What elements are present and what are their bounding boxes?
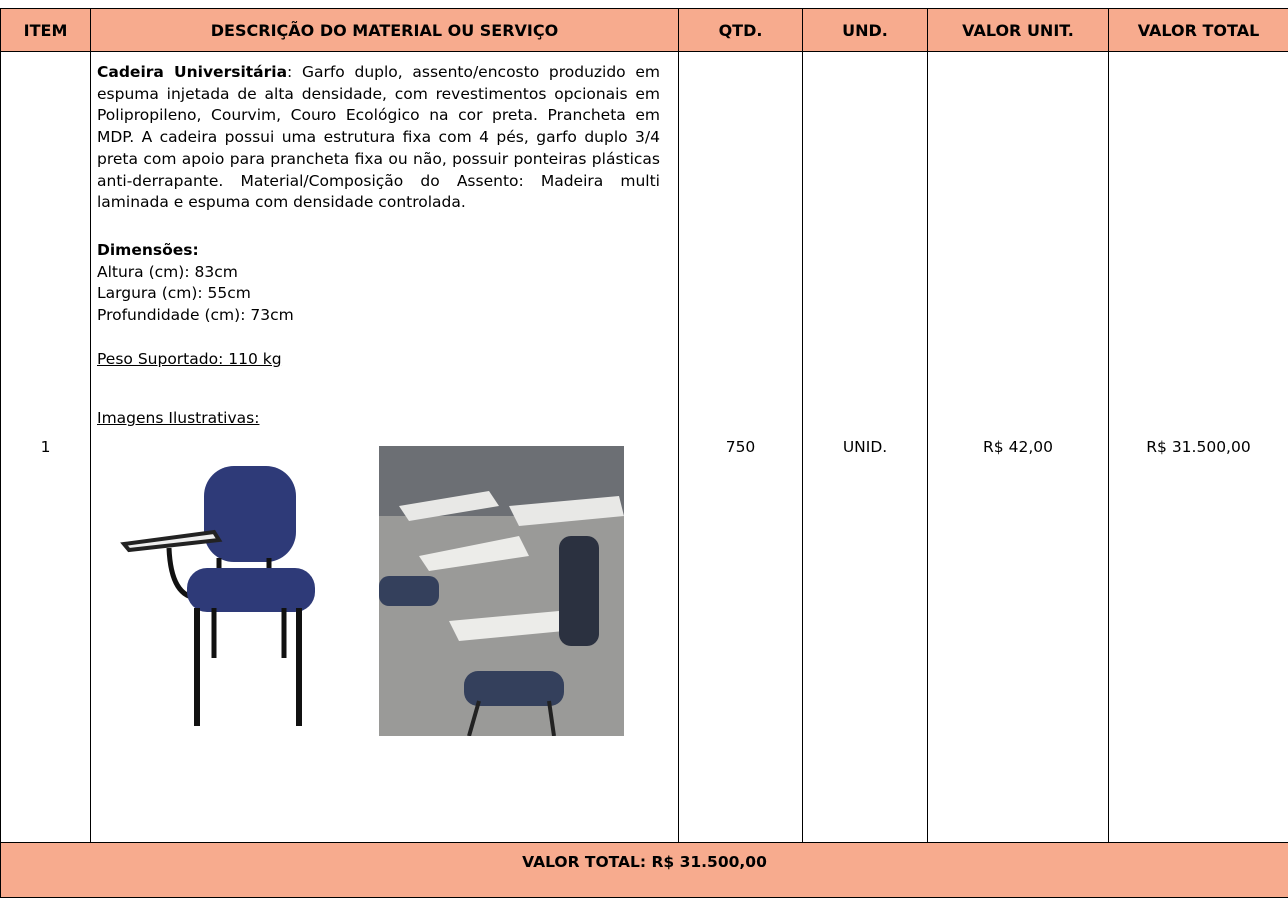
weight: Peso Suportado: 110 kg — [97, 349, 660, 371]
description-cell: Cadeira Universitária: Garfo duplo, asse… — [91, 52, 679, 843]
header-cell: ITEM — [1, 9, 91, 52]
dimension: Altura (cm): 83cm — [97, 262, 660, 284]
description-paragraph: Cadeira Universitária: Garfo duplo, asse… — [97, 62, 660, 214]
item-row: 1 Cadeira Universitária: Garfo duplo, as… — [1, 52, 1288, 843]
header-cell: UND. — [803, 9, 928, 52]
images-label: Imagens Ilustrativas: — [97, 408, 660, 430]
total-value-cell: R$ 31.500,00 — [1109, 52, 1288, 843]
footer-cell: VALOR TOTAL: R$ 31.500,00 — [1, 843, 1288, 898]
dimensions-title: Dimensões: — [97, 240, 660, 262]
spacer — [97, 327, 660, 349]
chair-seat — [464, 671, 564, 706]
dimensions-title-text: Dimensões: — [97, 241, 199, 259]
und-cell: UNID. — [803, 52, 928, 843]
item-cell: 1 — [1, 52, 91, 843]
spacer — [97, 214, 660, 236]
description-title: Cadeira Universitária — [97, 63, 287, 81]
header-cell: VALOR UNIT. — [928, 9, 1109, 52]
qtd-cell: 750 — [679, 52, 803, 843]
chair-back — [559, 536, 599, 646]
chair-seat — [379, 576, 439, 606]
description-text: : Garfo duplo, assento/encosto produzido… — [97, 63, 660, 211]
dimension: Largura (cm): 55cm — [97, 283, 660, 305]
items-table: ITEM DESCRIÇÃO DO MATERIAL OU SERVIÇO QT… — [0, 8, 1288, 898]
spacer — [97, 370, 660, 408]
header-cell: DESCRIÇÃO DO MATERIAL OU SERVIÇO — [91, 9, 679, 52]
dimension: Profundidade (cm): 73cm — [97, 305, 660, 327]
header-row: ITEM DESCRIÇÃO DO MATERIAL OU SERVIÇO QT… — [1, 9, 1288, 52]
header-cell: VALOR TOTAL — [1109, 9, 1288, 52]
unit-value-cell: R$ 42,00 — [928, 52, 1109, 843]
footer-row: VALOR TOTAL: R$ 31.500,00 — [1, 843, 1288, 898]
chair-seat — [187, 568, 315, 612]
images — [97, 448, 660, 740]
header-cell: QTD. — [679, 9, 803, 52]
chair-image — [119, 448, 329, 738]
classroom-image — [379, 446, 624, 736]
chair-back — [204, 466, 296, 562]
